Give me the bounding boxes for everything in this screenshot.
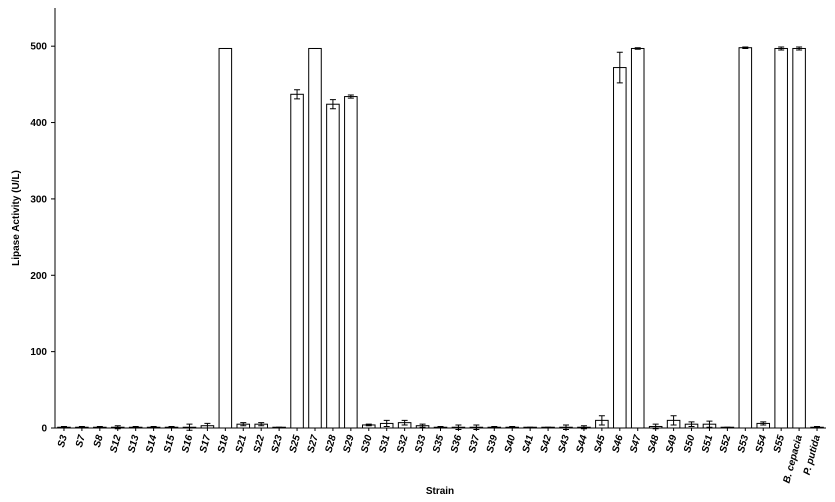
y-tick-label: 100: [30, 347, 47, 358]
x-axis-label: Strain: [426, 486, 454, 497]
error-bar: [60, 425, 67, 429]
x-tick-label: S37: [467, 434, 482, 454]
x-tick-label: S41: [521, 434, 536, 454]
error-bar: [204, 422, 211, 429]
x-tick-label: S32: [395, 434, 410, 454]
x-tick-label: P. putida: [802, 434, 823, 477]
error-bar: [365, 423, 372, 427]
bar: [630, 47, 645, 429]
x-tick-label: S50: [682, 434, 697, 454]
x-tick-label: S23: [270, 434, 285, 454]
x-tick-label: S14: [144, 434, 159, 454]
y-tick-label: 200: [30, 271, 47, 282]
error-bar: [132, 425, 139, 429]
error-bar: [634, 47, 641, 50]
x-tick-label: S31: [377, 434, 392, 454]
error-bar: [598, 415, 605, 426]
error-bar: [616, 51, 623, 84]
error-bar: [652, 423, 659, 430]
x-tick-label: S17: [198, 434, 213, 454]
x-tick-label: S51: [700, 434, 715, 454]
x-tick-label: S3: [56, 434, 70, 449]
x-tick-label: S18: [216, 434, 231, 454]
x-tick-label: S30: [359, 434, 374, 454]
error-bar: [96, 425, 103, 429]
bar: [613, 67, 627, 429]
y-tick-label: 0: [41, 424, 47, 435]
error-bar: [491, 425, 498, 429]
x-tick-label: S49: [664, 434, 679, 454]
error-bar: [114, 425, 121, 430]
error-bar: [742, 46, 749, 49]
x-tick-label: S13: [126, 434, 141, 454]
bar: [308, 47, 322, 429]
bar: [792, 47, 806, 429]
x-tick-label: S48: [646, 434, 661, 454]
error-bar: [580, 425, 587, 430]
x-tick-label: S42: [539, 434, 554, 454]
x-tick-label: S54: [754, 434, 769, 454]
x-tick-label: S47: [628, 434, 643, 454]
error-bar: [401, 419, 408, 426]
x-tick-label: S53: [736, 434, 751, 454]
error-bar: [670, 415, 677, 426]
error-bar: [778, 46, 785, 51]
bar: [344, 96, 358, 429]
bar: [774, 47, 788, 429]
x-tick-label: S15: [162, 434, 177, 454]
error-bar: [383, 419, 390, 427]
x-tick-label: S16: [180, 434, 195, 454]
error-bar: [329, 99, 336, 110]
x-tick-label: S21: [234, 434, 249, 454]
error-bar: [258, 422, 265, 427]
bar: [290, 93, 304, 429]
y-tick-label: 500: [30, 42, 47, 53]
y-tick-label: 400: [30, 118, 47, 129]
y-axis-label: Lipase Activity (U/L): [11, 170, 22, 266]
x-tick-label: S25: [288, 434, 303, 454]
x-tick-label: S52: [718, 434, 733, 454]
error-bar: [796, 46, 803, 51]
error-bar: [563, 424, 570, 431]
x-tick-label: S39: [485, 434, 500, 454]
x-tick-label: S40: [503, 434, 518, 454]
error-bar: [186, 423, 193, 431]
bar: [326, 103, 340, 429]
x-tick-label: S45: [593, 434, 608, 454]
x-tick-label: S35: [431, 434, 446, 454]
x-tick-label: S55: [772, 434, 787, 454]
x-tick-label: S44: [575, 434, 590, 454]
bar: [218, 47, 233, 429]
x-tick-label: S28: [324, 434, 339, 454]
x-tick-label: S22: [252, 434, 267, 454]
error-bar: [168, 425, 175, 429]
x-tick-label: S46: [610, 434, 625, 454]
error-bar: [688, 421, 695, 427]
error-bar: [455, 424, 462, 431]
error-bar: [814, 425, 821, 429]
error-bar: [240, 422, 247, 427]
error-bar: [509, 425, 516, 429]
x-tick-label: S8: [92, 434, 106, 449]
x-tick-label: S27: [306, 434, 321, 454]
error-bar: [419, 423, 426, 428]
error-bar: [78, 425, 85, 429]
error-bar: [294, 89, 301, 100]
error-bar: [437, 425, 444, 429]
error-bar: [760, 421, 767, 426]
x-tick-label: S7: [74, 434, 88, 449]
x-tick-label: S12: [108, 434, 123, 454]
x-tick-label: S33: [413, 434, 428, 454]
error-bar: [150, 425, 157, 429]
bar: [738, 47, 753, 429]
y-tick-label: 300: [30, 194, 47, 205]
x-tick-label: S43: [557, 434, 572, 454]
error-bar: [347, 94, 354, 99]
x-tick-label: S36: [449, 434, 464, 454]
error-bar: [473, 424, 480, 431]
error-bar: [706, 420, 713, 428]
x-tick-label: S29: [342, 434, 357, 454]
